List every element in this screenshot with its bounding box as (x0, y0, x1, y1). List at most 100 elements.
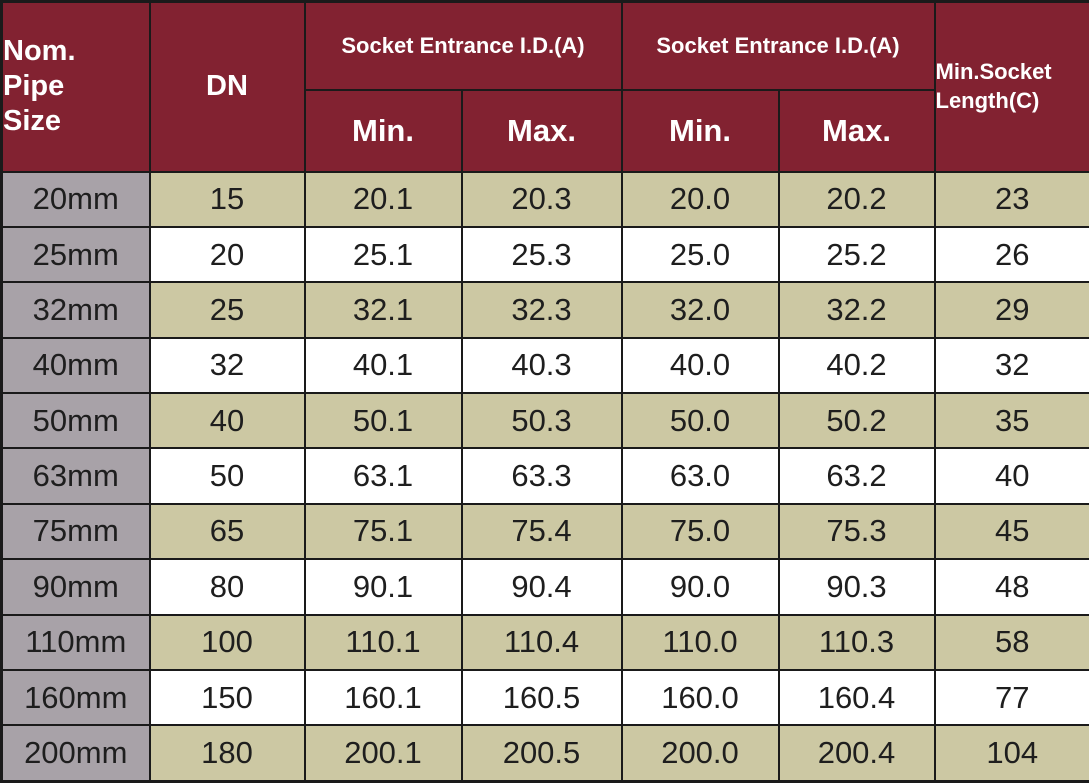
cell-min-a1: 63.1 (303, 447, 463, 505)
table-row: 40mm 32 40.1 40.3 40.0 40.2 32 (0, 336, 1089, 395)
cell-dn: 80 (148, 558, 306, 616)
cell-socket-length: 58 (933, 613, 1089, 671)
cell-max-a2: 20.2 (777, 170, 936, 228)
cell-socket-length: 29 (933, 281, 1089, 339)
cell-min-a1: 50.1 (303, 391, 463, 450)
cell-dn: 50 (148, 447, 306, 505)
header-socket-entrance-2: Socket Entrance I.D.(A) (620, 0, 936, 91)
cell-pipe-size: 50mm (0, 391, 151, 450)
cell-pipe-size: 25mm (0, 225, 151, 284)
cell-max-a1: 50.3 (460, 391, 623, 450)
cell-pipe-size: 63mm (0, 447, 151, 505)
cell-min-a1: 75.1 (303, 502, 463, 561)
cell-min-a1: 110.1 (303, 613, 463, 671)
cell-max-a1: 160.5 (460, 668, 623, 727)
cell-dn: 180 (148, 724, 306, 783)
cell-socket-length: 104 (933, 724, 1089, 783)
header-socket-entrance-1: Socket Entrance I.D.(A) (303, 0, 623, 91)
cell-pipe-size: 40mm (0, 336, 151, 395)
table-row: 20mm 15 20.1 20.3 20.0 20.2 23 (0, 170, 1089, 228)
cell-socket-length: 40 (933, 447, 1089, 505)
cell-socket-length: 77 (933, 668, 1089, 727)
cell-dn: 40 (148, 391, 306, 450)
table-row: 200mm 180 200.1 200.5 200.0 200.4 104 (0, 724, 1089, 783)
table-row: 50mm 40 50.1 50.3 50.0 50.2 35 (0, 391, 1089, 450)
table-row: 90mm 80 90.1 90.4 90.0 90.3 48 (0, 558, 1089, 616)
header-dn: DN (148, 0, 306, 173)
header-nom-pipe-size: Nom. Pipe Size (0, 0, 151, 173)
cell-min-a1: 25.1 (303, 225, 463, 284)
cell-pipe-size: 20mm (0, 170, 151, 228)
cell-min-a2: 20.0 (620, 170, 780, 228)
cell-min-a1: 40.1 (303, 336, 463, 395)
cell-min-a2: 32.0 (620, 281, 780, 339)
cell-min-a2: 90.0 (620, 558, 780, 616)
table-row: 110mm 100 110.1 110.4 110.0 110.3 58 (0, 613, 1089, 671)
cell-max-a1: 25.3 (460, 225, 623, 284)
header-row-main: Nom. Pipe Size DN Socket Entrance I.D.(A… (0, 0, 1089, 173)
cell-socket-length: 48 (933, 558, 1089, 616)
cell-pipe-size: 110mm (0, 613, 151, 671)
cell-pipe-size: 32mm (0, 281, 151, 339)
cell-max-a2: 63.2 (777, 447, 936, 505)
header-row-sub: Min. Max. Min. Max. (2, 88, 1089, 173)
cell-min-a2: 50.0 (620, 391, 780, 450)
cell-pipe-size: 90mm (0, 558, 151, 616)
cell-min-a2: 200.0 (620, 724, 780, 783)
cell-min-a2: 25.0 (620, 225, 780, 284)
table-row: 63mm 50 63.1 63.3 63.0 63.2 40 (0, 447, 1089, 505)
cell-min-a1: 32.1 (303, 281, 463, 339)
table-row: 75mm 65 75.1 75.4 75.0 75.3 45 (0, 502, 1089, 561)
cell-max-a1: 20.3 (460, 170, 623, 228)
table-row: 160mm 150 160.1 160.5 160.0 160.4 77 (0, 668, 1089, 727)
cell-socket-length: 32 (933, 336, 1089, 395)
cell-dn: 65 (148, 502, 306, 561)
cell-dn: 100 (148, 613, 306, 671)
cell-min-a2: 40.0 (620, 336, 780, 395)
cell-max-a1: 63.3 (460, 447, 623, 505)
cell-max-a2: 160.4 (777, 668, 936, 727)
cell-pipe-size: 200mm (0, 724, 151, 783)
cell-pipe-size: 160mm (0, 668, 151, 727)
cell-socket-length: 45 (933, 502, 1089, 561)
cell-max-a2: 75.3 (777, 502, 936, 561)
cell-min-a2: 110.0 (620, 613, 780, 671)
cell-max-a2: 40.2 (777, 336, 936, 395)
cell-socket-length: 26 (933, 225, 1089, 284)
cell-min-a1: 160.1 (303, 668, 463, 727)
cell-max-a1: 40.3 (460, 336, 623, 395)
cell-dn: 150 (148, 668, 306, 727)
cell-max-a2: 110.3 (777, 613, 936, 671)
table-row: 32mm 25 32.1 32.3 32.0 32.2 29 (0, 281, 1089, 339)
cell-min-a2: 75.0 (620, 502, 780, 561)
cell-max-a1: 110.4 (460, 613, 623, 671)
cell-max-a2: 50.2 (777, 391, 936, 450)
cell-min-a1: 20.1 (303, 170, 463, 228)
cell-min-a2: 160.0 (620, 668, 780, 727)
cell-min-a1: 200.1 (303, 724, 463, 783)
table-header: Nom. Pipe Size DN Socket Entrance I.D.(A… (0, 0, 1089, 173)
cell-max-a2: 32.2 (777, 281, 936, 339)
cell-max-a1: 90.4 (460, 558, 623, 616)
cell-max-a1: 75.4 (460, 502, 623, 561)
header-min-2: Min. (620, 88, 780, 173)
cell-pipe-size: 75mm (0, 502, 151, 561)
cell-max-a2: 90.3 (777, 558, 936, 616)
cell-min-a2: 63.0 (620, 447, 780, 505)
cell-max-a2: 25.2 (777, 225, 936, 284)
cell-socket-length: 35 (933, 391, 1089, 450)
cell-socket-length: 23 (933, 170, 1089, 228)
cell-dn: 32 (148, 336, 306, 395)
header-max-2: Max. (777, 88, 936, 173)
cell-dn: 20 (148, 225, 306, 284)
table-row: 25mm 20 25.1 25.3 25.0 25.2 26 (0, 225, 1089, 284)
cell-max-a1: 200.5 (460, 724, 623, 783)
cell-dn: 25 (148, 281, 306, 339)
header-min-socket-length: Min.Socket Length(C) (933, 0, 1089, 173)
header-max-1: Max. (460, 88, 623, 173)
cell-dn: 15 (148, 170, 306, 228)
header-min-1: Min. (303, 88, 463, 173)
cell-min-a1: 90.1 (303, 558, 463, 616)
